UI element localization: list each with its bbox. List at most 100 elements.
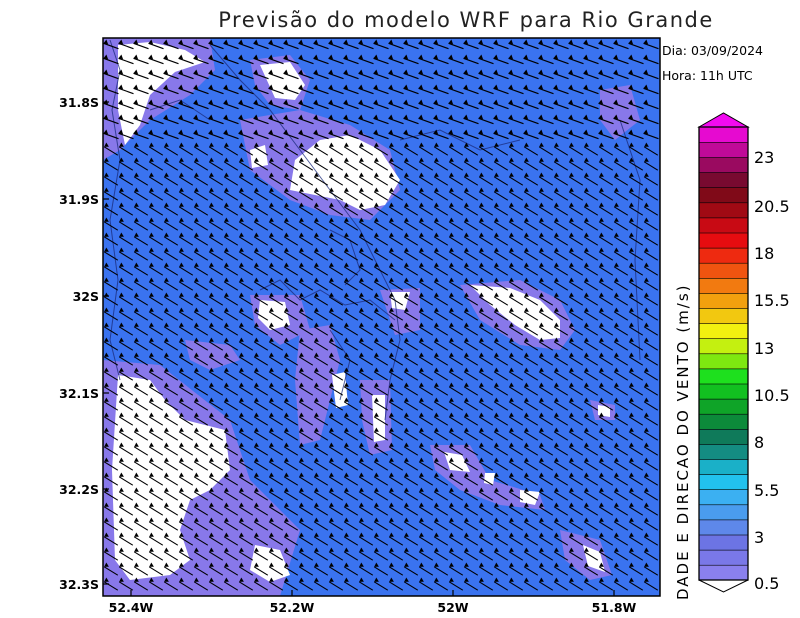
wind-arrow [628, 367, 644, 381]
wind-arrow [403, 337, 419, 351]
wind-arrow [388, 562, 404, 576]
wind-arrow [568, 397, 584, 411]
wind-arrow [283, 157, 299, 171]
wind-arrow [208, 382, 224, 396]
wind-arrow [133, 427, 149, 441]
wind-arrow [208, 262, 224, 276]
wind-arrow [553, 367, 569, 381]
wind-arrow [553, 292, 569, 306]
wind-arrow [283, 292, 299, 306]
wind-arrow [553, 172, 569, 186]
wind-arrow [118, 129, 134, 140]
wind-arrow [598, 157, 614, 171]
wind-arrow [178, 172, 194, 186]
x-tick-label: 51.8W [592, 600, 637, 615]
wind-arrow [388, 142, 404, 156]
wind-arrow [448, 397, 464, 411]
wind-arrow [613, 217, 629, 231]
wind-arrow [433, 114, 449, 125]
wind-arrow [418, 232, 434, 246]
wind-arrow [448, 262, 464, 276]
wind-arrow [238, 202, 254, 216]
wind-arrow [433, 262, 449, 276]
wind-arrow [613, 54, 629, 65]
wind-arrow [403, 367, 419, 381]
wind-arrow [373, 397, 389, 411]
wind-arrow [628, 202, 644, 216]
wind-arrow [418, 487, 434, 501]
wind-arrow [268, 427, 284, 441]
wind-arrow [478, 547, 494, 561]
wind-arrow [583, 337, 599, 351]
wind-arrow [598, 114, 614, 125]
wind-arrow [583, 502, 599, 516]
wind-arrow [148, 262, 164, 276]
wind-arrow [433, 157, 449, 171]
wind-arrow [523, 39, 539, 50]
wind-arrow [328, 217, 344, 231]
wind-arrow [448, 232, 464, 246]
wind-arrow [283, 99, 299, 110]
wind-arrow [613, 262, 629, 276]
wind-arrow [103, 69, 119, 80]
wind-arrow [148, 217, 164, 231]
wind-arrow [388, 187, 404, 201]
wind-arrow [118, 232, 134, 246]
colorbar-band [698, 398, 749, 415]
wind-arrow [508, 322, 524, 336]
wind-arrow [373, 322, 389, 336]
wind-arrow [133, 487, 149, 501]
wind-arrow [493, 337, 509, 351]
wind-arrow [628, 442, 644, 456]
wind-arrow [358, 337, 374, 351]
wind-arrow [178, 277, 194, 291]
wind-arrow [238, 84, 254, 95]
wind-arrow [493, 457, 509, 471]
wind-arrow [583, 172, 599, 186]
wind-arrow [598, 382, 614, 396]
wind-arrow [448, 382, 464, 396]
wind-arrow [553, 562, 569, 576]
wind-arrow [583, 247, 599, 261]
wind-arrow [523, 562, 539, 576]
wind-arrow [643, 442, 659, 456]
wind-arrow [148, 247, 164, 261]
wind-arrow [463, 129, 479, 140]
wind-arrow [553, 577, 569, 591]
wind-arrow [118, 517, 134, 531]
wind-arrow [478, 262, 494, 276]
wind-arrow [523, 427, 539, 441]
wind-arrow [148, 502, 164, 516]
wind-arrow [463, 217, 479, 231]
wind-arrow [298, 292, 314, 306]
wind-arrow [553, 412, 569, 426]
wind-arrow [388, 262, 404, 276]
wind-arrow [553, 472, 569, 486]
wind-arrow [493, 172, 509, 186]
wind-arrow [613, 352, 629, 366]
wind-arrow [268, 487, 284, 501]
wind-arrow [253, 69, 269, 80]
wind-arrow [178, 292, 194, 306]
wind-arrow [553, 84, 569, 95]
wind-arrow [163, 337, 179, 351]
wind-arrow [598, 217, 614, 231]
wind-arrow [223, 532, 239, 546]
wind-arrow [493, 39, 509, 50]
wind-arrow [193, 547, 209, 561]
wind-arrow [118, 69, 134, 80]
wind-arrow [163, 382, 179, 396]
wind-arrow [418, 69, 434, 80]
wind-arrow [463, 547, 479, 561]
wind-arrow [553, 187, 569, 201]
wind-arrow [268, 54, 284, 65]
wind-arrow [568, 487, 584, 501]
wind-arrow [643, 84, 659, 95]
colorbar-band [698, 504, 749, 521]
wind-arrow [403, 532, 419, 546]
wind-arrow [118, 292, 134, 306]
wind-arrow [133, 472, 149, 486]
wind-arrow [103, 442, 119, 456]
wind-arrow [418, 277, 434, 291]
wind-arrow [298, 232, 314, 246]
